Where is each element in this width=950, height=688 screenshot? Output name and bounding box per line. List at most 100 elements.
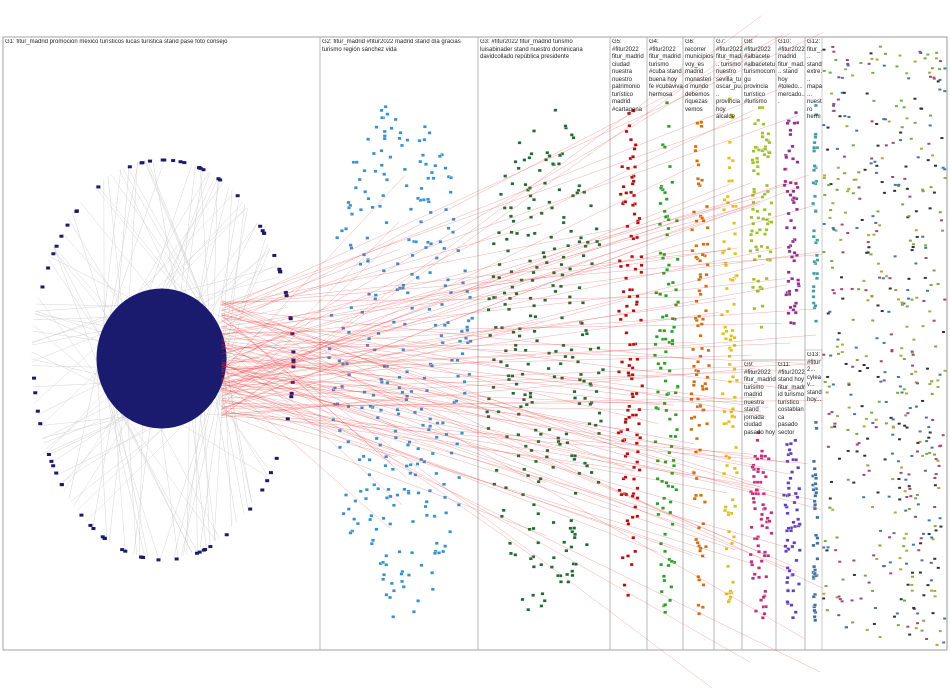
edge [221, 364, 621, 508]
node [508, 551, 513, 556]
node [813, 241, 818, 245]
node [367, 458, 372, 462]
node [261, 231, 266, 235]
node [511, 391, 516, 395]
node [628, 357, 633, 361]
node [788, 441, 793, 446]
node [630, 175, 635, 179]
node [338, 445, 342, 450]
node [381, 516, 386, 521]
node [874, 418, 878, 421]
node [811, 543, 816, 548]
node [792, 226, 797, 230]
node [878, 45, 882, 48]
node [552, 247, 557, 251]
node [921, 188, 925, 191]
node [832, 228, 836, 231]
node [545, 151, 550, 155]
node [938, 78, 942, 81]
node [756, 430, 761, 435]
node [919, 147, 923, 150]
node [865, 251, 869, 254]
node [871, 421, 875, 424]
node [793, 610, 798, 614]
node [663, 532, 667, 536]
node [46, 266, 51, 270]
node [396, 412, 401, 416]
node [623, 475, 628, 479]
node [822, 176, 826, 179]
node [894, 289, 898, 292]
node [759, 325, 764, 329]
node [906, 625, 910, 628]
node [756, 118, 761, 122]
node [656, 512, 661, 517]
node [928, 75, 932, 78]
edge [221, 359, 674, 406]
node [839, 276, 843, 279]
node [660, 143, 665, 147]
edge [221, 390, 407, 402]
node [910, 249, 914, 252]
node [637, 422, 641, 426]
node [905, 426, 909, 429]
node [832, 109, 836, 112]
node [162, 158, 167, 162]
edge [221, 369, 399, 428]
node [760, 449, 764, 453]
node [573, 396, 577, 400]
node [784, 293, 789, 297]
node [897, 438, 901, 441]
node [785, 600, 790, 604]
node [764, 183, 769, 188]
node [813, 494, 818, 498]
node [913, 121, 917, 124]
node [914, 405, 918, 408]
node [757, 575, 761, 580]
node [665, 392, 670, 397]
node [907, 485, 911, 488]
node [924, 416, 928, 419]
node [846, 449, 850, 452]
node [726, 564, 731, 569]
node [921, 454, 925, 457]
node [932, 76, 936, 79]
node [921, 190, 925, 193]
node [943, 177, 947, 180]
edge [221, 254, 822, 305]
node [102, 536, 107, 540]
node [884, 422, 888, 425]
node [508, 541, 512, 546]
node [528, 556, 533, 561]
node [822, 69, 826, 72]
node [928, 124, 932, 127]
edge [144, 160, 210, 319]
node [932, 77, 936, 80]
node [354, 160, 359, 164]
node [416, 599, 421, 603]
node [930, 380, 934, 383]
node [790, 144, 795, 149]
node [887, 495, 891, 498]
node [914, 370, 918, 373]
node [760, 512, 764, 517]
node [727, 165, 732, 170]
node [599, 419, 603, 423]
node [674, 488, 679, 492]
node [291, 358, 296, 362]
node [873, 607, 877, 610]
edge [80, 202, 159, 299]
node [579, 236, 583, 240]
edge [52, 248, 112, 321]
node [492, 358, 496, 362]
node [369, 514, 374, 518]
node [616, 431, 621, 435]
edge [180, 366, 227, 557]
node [911, 353, 915, 356]
node [385, 112, 390, 116]
node [689, 397, 694, 402]
node [831, 227, 835, 230]
node [346, 330, 351, 335]
node [905, 325, 909, 328]
node [584, 542, 589, 547]
